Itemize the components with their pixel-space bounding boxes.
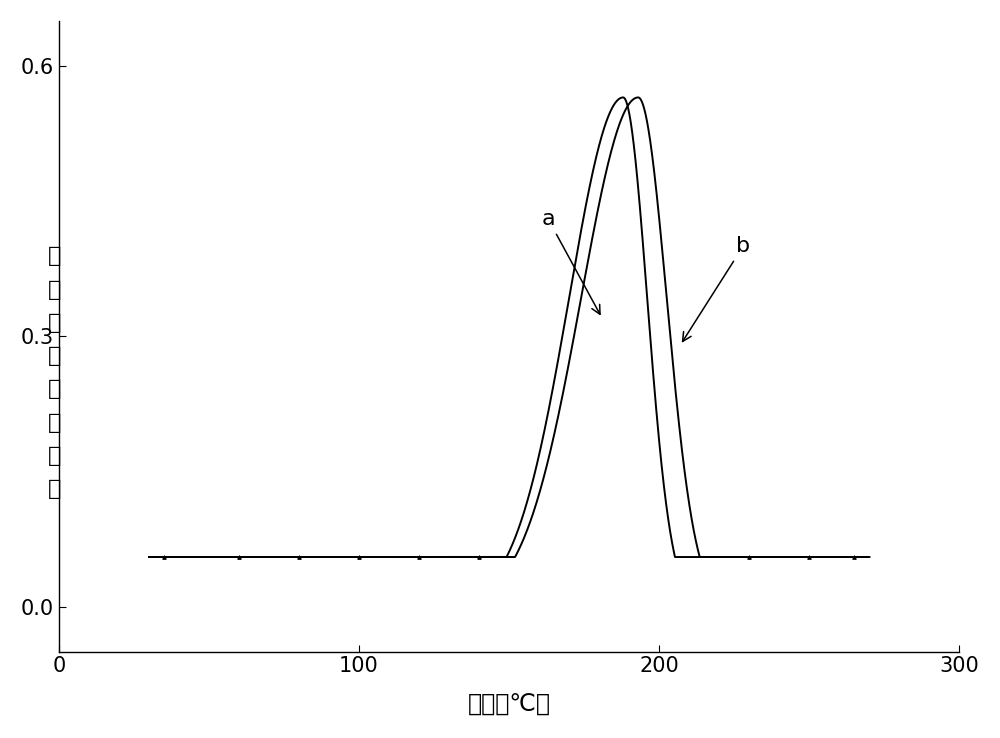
Text: 学: 学 bbox=[48, 280, 62, 300]
Text: 正: 正 bbox=[48, 413, 62, 432]
Text: 力: 力 bbox=[48, 246, 62, 266]
Text: 损: 损 bbox=[48, 313, 62, 333]
Text: 値: 値 bbox=[48, 479, 62, 499]
Text: a: a bbox=[541, 209, 600, 314]
Text: 角: 角 bbox=[48, 379, 62, 399]
Text: 切: 切 bbox=[48, 446, 62, 466]
Text: b: b bbox=[683, 236, 750, 342]
Text: 耗: 耗 bbox=[48, 346, 62, 366]
X-axis label: 温度（℃）: 温度（℃） bbox=[468, 693, 551, 717]
